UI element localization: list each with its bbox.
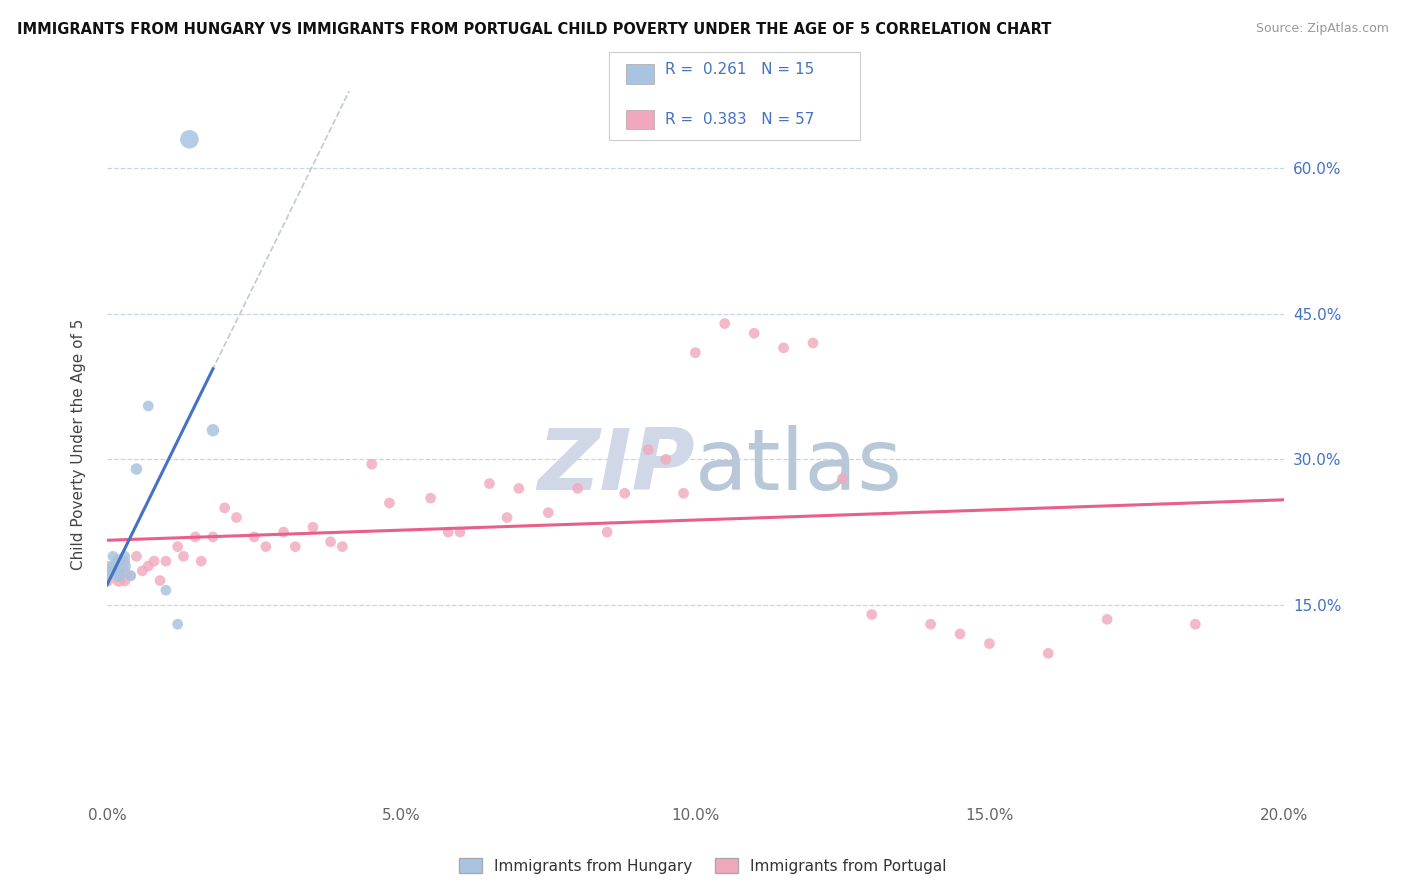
Point <box>685 345 707 359</box>
Point <box>143 554 166 568</box>
Point <box>243 530 266 544</box>
Point <box>496 510 519 524</box>
Text: R =  0.261   N = 15: R = 0.261 N = 15 <box>665 62 814 78</box>
Point <box>713 317 735 331</box>
Point <box>508 482 530 496</box>
Point <box>860 607 883 622</box>
Y-axis label: Child Poverty Under the Age of 5: Child Poverty Under the Age of 5 <box>72 319 86 571</box>
Point <box>419 491 441 505</box>
Point <box>101 564 124 578</box>
Point <box>478 476 501 491</box>
Point <box>437 524 460 539</box>
Text: IMMIGRANTS FROM HUNGARY VS IMMIGRANTS FROM PORTUGAL CHILD POVERTY UNDER THE AGE : IMMIGRANTS FROM HUNGARY VS IMMIGRANTS FR… <box>17 22 1052 37</box>
Point <box>114 574 136 588</box>
Point <box>96 574 118 588</box>
Point <box>284 540 307 554</box>
Point <box>179 132 201 146</box>
Point <box>567 482 589 496</box>
Point <box>214 500 236 515</box>
Point <box>949 627 972 641</box>
Point <box>772 341 794 355</box>
Point <box>302 520 325 534</box>
Point <box>136 399 159 413</box>
Point <box>120 568 142 582</box>
Text: ZIP: ZIP <box>537 425 696 508</box>
Point <box>136 559 159 574</box>
Point <box>449 524 471 539</box>
Point <box>108 568 131 582</box>
Point <box>613 486 636 500</box>
Point <box>225 510 247 524</box>
Point <box>360 457 382 471</box>
Point <box>637 442 659 457</box>
Point <box>655 452 678 467</box>
Point <box>1095 612 1118 626</box>
Point <box>114 559 136 574</box>
Point <box>108 564 131 578</box>
Point <box>742 326 765 341</box>
Point <box>149 574 172 588</box>
Point <box>378 496 401 510</box>
Point <box>831 472 853 486</box>
Point <box>166 617 188 632</box>
Point <box>1038 646 1060 660</box>
Point <box>332 540 354 554</box>
Point <box>108 568 131 582</box>
Point <box>101 564 124 578</box>
Point <box>273 524 295 539</box>
Point <box>190 554 212 568</box>
Point <box>166 540 188 554</box>
Point <box>672 486 695 500</box>
Point <box>319 534 342 549</box>
Point <box>801 335 824 350</box>
Point <box>201 423 224 437</box>
Point <box>920 617 942 632</box>
Point <box>120 568 142 582</box>
Point <box>537 506 560 520</box>
Point <box>101 559 124 574</box>
Text: Source: ZipAtlas.com: Source: ZipAtlas.com <box>1256 22 1389 36</box>
Point <box>131 564 153 578</box>
Legend: Immigrants from Hungary, Immigrants from Portugal: Immigrants from Hungary, Immigrants from… <box>453 852 953 880</box>
Point <box>108 554 131 568</box>
Point <box>101 549 124 564</box>
Text: atlas: atlas <box>696 425 903 508</box>
Point <box>114 554 136 568</box>
Point <box>979 637 1001 651</box>
Point <box>125 462 148 476</box>
Point <box>173 549 195 564</box>
Point <box>108 574 131 588</box>
Point <box>96 564 118 578</box>
Point <box>201 530 224 544</box>
Point <box>114 549 136 564</box>
Point <box>114 564 136 578</box>
Point <box>1184 617 1206 632</box>
Point <box>254 540 277 554</box>
Point <box>125 549 148 564</box>
Point <box>596 524 619 539</box>
Point <box>184 530 207 544</box>
Point <box>155 583 177 598</box>
Text: R =  0.383   N = 57: R = 0.383 N = 57 <box>665 112 814 127</box>
Point <box>155 554 177 568</box>
